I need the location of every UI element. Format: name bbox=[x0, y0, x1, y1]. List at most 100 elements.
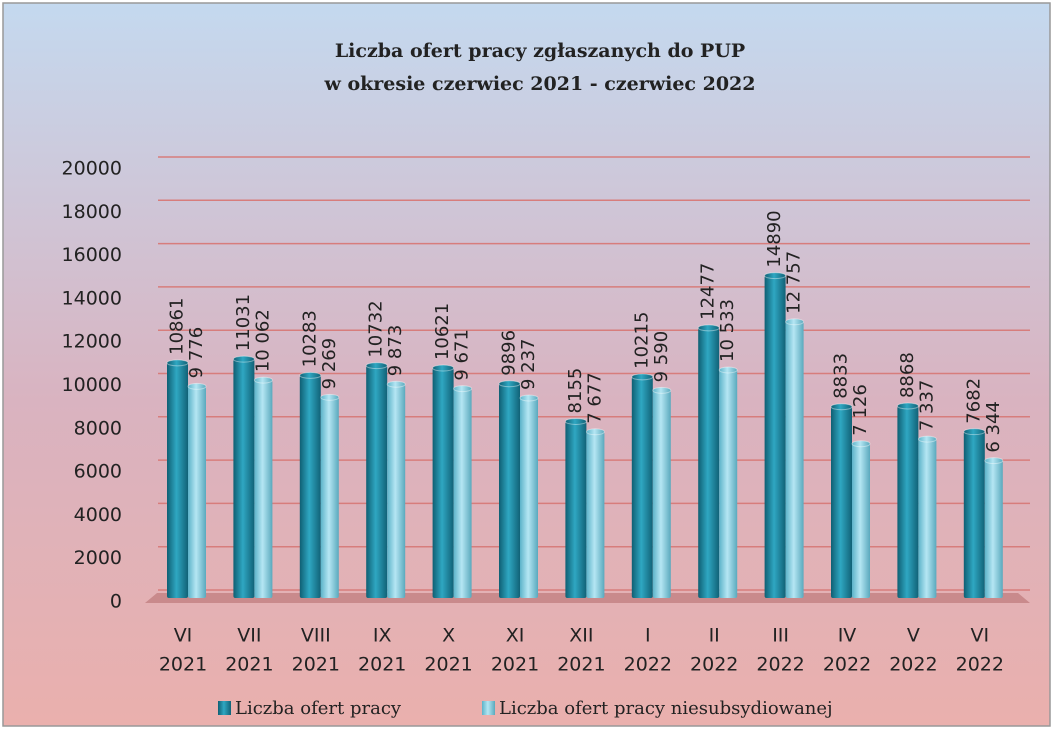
data-label: 6 344 bbox=[983, 401, 1004, 453]
y-tick-label: 14000 bbox=[62, 287, 122, 309]
bar-top bbox=[984, 457, 1004, 465]
bar bbox=[698, 327, 720, 598]
legend-swatch bbox=[218, 701, 231, 715]
x-tick-label: II bbox=[709, 625, 720, 647]
x-tick-label: 2021 bbox=[159, 654, 207, 676]
data-label: 14890 bbox=[764, 210, 785, 267]
x-tick-label: 2021 bbox=[557, 654, 605, 676]
bar bbox=[852, 443, 870, 598]
bar-top bbox=[453, 385, 473, 393]
bar-top bbox=[652, 386, 672, 394]
bar-top bbox=[166, 359, 189, 367]
bar-top bbox=[697, 324, 720, 332]
x-tick-label: 2021 bbox=[225, 654, 273, 676]
x-tick-label: 2022 bbox=[756, 654, 804, 676]
data-label: 10621 bbox=[432, 303, 453, 360]
x-tick-label: VI bbox=[970, 625, 989, 647]
x-tick-label: 2022 bbox=[823, 654, 871, 676]
x-tick-label: III bbox=[772, 625, 789, 647]
data-label: 8155 bbox=[565, 368, 586, 414]
data-label: 10 062 bbox=[252, 309, 273, 372]
y-tick-label: 6000 bbox=[74, 461, 122, 483]
bar-top bbox=[851, 440, 871, 448]
data-label: 7 126 bbox=[850, 384, 871, 436]
bar bbox=[188, 386, 206, 598]
bar bbox=[963, 431, 985, 598]
legend-label: Liczba ofert pracy niesubsydiowanej bbox=[499, 698, 833, 719]
data-label: 9896 bbox=[499, 330, 520, 376]
bar-top bbox=[365, 362, 388, 370]
data-label: 10283 bbox=[299, 310, 320, 367]
bar-top bbox=[498, 380, 521, 388]
bar-top bbox=[386, 380, 406, 388]
chart-title: Liczba ofert pracy zgłaszanych do PUP bbox=[335, 40, 745, 62]
bar-top bbox=[299, 371, 322, 379]
bar bbox=[565, 421, 587, 598]
bar bbox=[387, 384, 406, 598]
bar bbox=[453, 388, 472, 598]
data-label: 10 533 bbox=[717, 299, 738, 362]
bar bbox=[764, 275, 786, 598]
bar bbox=[631, 376, 653, 598]
bar bbox=[254, 380, 273, 598]
bar bbox=[320, 397, 339, 598]
bar-top bbox=[232, 355, 255, 363]
y-tick-label: 4000 bbox=[74, 504, 122, 526]
bar-top bbox=[631, 373, 654, 381]
bar-top bbox=[764, 272, 787, 280]
x-tick-label: IV bbox=[838, 625, 857, 647]
data-label: 9 590 bbox=[651, 331, 672, 383]
bar bbox=[586, 431, 605, 598]
x-tick-label: VII bbox=[237, 625, 261, 647]
x-tick-label: 2021 bbox=[491, 654, 539, 676]
bar-top bbox=[830, 403, 853, 411]
data-label: 12 757 bbox=[784, 251, 805, 314]
bar bbox=[918, 439, 937, 598]
data-label: 8833 bbox=[831, 353, 852, 399]
y-tick-label: 10000 bbox=[62, 374, 122, 396]
data-label: 9 237 bbox=[518, 338, 539, 390]
data-label: 7 337 bbox=[916, 380, 937, 432]
bar bbox=[432, 368, 454, 598]
data-label: 10732 bbox=[366, 300, 387, 357]
data-label: 11031 bbox=[233, 294, 254, 351]
bar bbox=[652, 390, 671, 598]
data-label: 10215 bbox=[631, 312, 652, 369]
bar-top bbox=[585, 428, 605, 436]
bar-top bbox=[963, 428, 986, 436]
legend-label: Liczba ofert pracy bbox=[235, 698, 402, 719]
bar-top bbox=[253, 376, 273, 384]
chart-title: w okresie czerwiec 2021 - czerwiec 2022 bbox=[323, 73, 755, 95]
y-tick-label: 18000 bbox=[62, 201, 122, 223]
x-tick-label: IX bbox=[373, 625, 392, 647]
data-label: 12477 bbox=[698, 263, 719, 320]
bar bbox=[831, 406, 852, 598]
x-tick-label: 2021 bbox=[424, 654, 472, 676]
x-tick-label: 2021 bbox=[292, 654, 340, 676]
data-label: 8868 bbox=[897, 352, 918, 398]
data-label: 10861 bbox=[167, 298, 188, 355]
bar bbox=[719, 369, 738, 598]
y-tick-label: 20000 bbox=[62, 158, 122, 180]
x-tick-label: 2022 bbox=[624, 654, 672, 676]
bar-top bbox=[917, 435, 937, 443]
bar-top bbox=[519, 394, 539, 402]
data-label: 7 677 bbox=[584, 372, 605, 424]
y-tick-label: 2000 bbox=[74, 547, 122, 569]
data-label: 9 671 bbox=[452, 329, 473, 381]
x-tick-label: 2021 bbox=[358, 654, 406, 676]
y-tick-label: 16000 bbox=[62, 244, 122, 266]
legend-swatch bbox=[482, 701, 495, 715]
x-tick-label: X bbox=[442, 625, 455, 647]
bar bbox=[167, 362, 188, 598]
x-tick-label: XI bbox=[506, 625, 525, 647]
bar-top bbox=[320, 393, 340, 401]
y-tick-label: 12000 bbox=[62, 331, 122, 353]
y-tick-label: 0 bbox=[110, 591, 122, 613]
x-tick-label: VIII bbox=[301, 625, 331, 647]
data-label: 9 873 bbox=[385, 325, 406, 377]
x-tick-label: 2022 bbox=[690, 654, 738, 676]
bar bbox=[520, 398, 538, 598]
bar bbox=[233, 359, 255, 598]
